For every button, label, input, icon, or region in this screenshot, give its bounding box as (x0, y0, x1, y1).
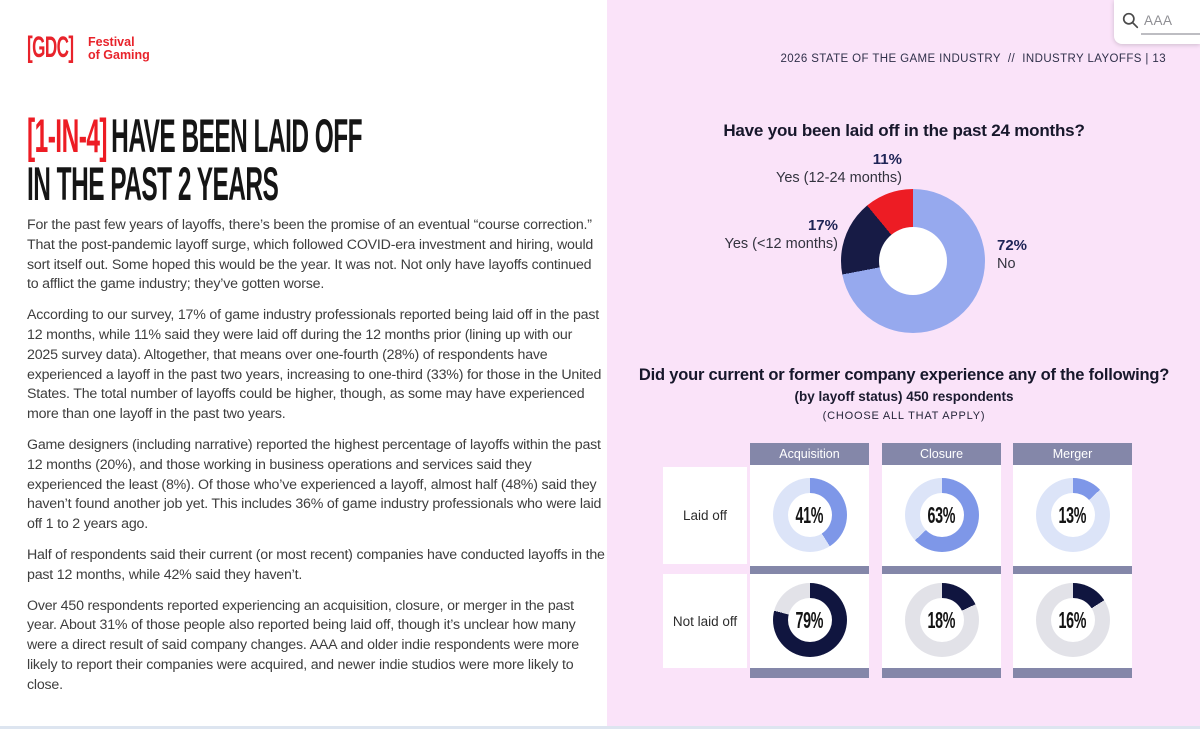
donut-value-yes-12-24: 11% (872, 151, 902, 168)
donut-laid-off-merger: 13% (1035, 478, 1110, 552)
donut-pct: 63% (927, 501, 956, 528)
search-input[interactable]: AAA (1144, 13, 1173, 28)
page-bottom-edge (0, 726, 1200, 729)
donut-pct: 13% (1058, 501, 1087, 528)
page-title-highlight: [1-IN-4] (27, 109, 108, 162)
column-footer-bar (750, 668, 869, 678)
donut-pct: 18% (927, 606, 956, 633)
donut-hole (1050, 493, 1095, 537)
column-merger: Merger 13% 16% (1013, 443, 1132, 678)
column-closure: Closure 63% 18% (882, 443, 1001, 678)
row-divider (1013, 566, 1132, 574)
chart2-note: (CHOOSE ALL THAT APPLY) (822, 410, 986, 422)
donut-label-text-yes-under-12: Yes (<12 months) (724, 236, 838, 252)
page-title-line2: IN THE PAST 2 YEARS (27, 157, 279, 210)
donut-pct: 41% (795, 501, 824, 528)
column-header-merger: Merger (1013, 443, 1132, 465)
donut-label-yes-under-12-months: 17% Yes (<12 months) (724, 217, 838, 253)
donut-pct: 16% (1058, 606, 1087, 633)
donut-hole (919, 493, 964, 537)
row-label-laid-off: Laid off (663, 467, 747, 564)
donut-pct: 79% (795, 606, 824, 633)
cell-not-laid-off-merger: 16% (1013, 574, 1132, 668)
donut-not-laid-off-merger: 16% (1035, 583, 1110, 657)
donut-value-no: 72% (997, 237, 1028, 254)
page-header-breadcrumb: 2026 STATE OF THE GAME INDUSTRY // INDUS… (780, 53, 1166, 65)
layoff-donut-chart (841, 189, 985, 333)
gdc-logo-tagline-line2: of Gaming (88, 47, 150, 62)
column-footer-bar (1013, 668, 1132, 678)
donut-hole (787, 493, 832, 537)
donut-label-yes-12-24-months: 11% Yes (12-24 months) (776, 151, 902, 187)
row-divider (882, 566, 1001, 574)
column-acquisition: Acquisition 41% 79% (750, 443, 869, 678)
column-footer-bar (882, 668, 1001, 678)
donut-value-yes-under-12: 17% (807, 217, 838, 234)
row-divider (750, 566, 869, 574)
cell-laid-off-merger: 13% (1013, 465, 1132, 566)
donut-hole (1050, 598, 1095, 642)
page-title-line1: [1-IN-4]HAVE BEEN LAID OFF (27, 109, 363, 162)
paragraph-1: For the past few years of layoffs, there… (27, 217, 594, 293)
cell-not-laid-off-closure: 18% (882, 574, 1001, 668)
page-title-line1-rest: HAVE BEEN LAID OFF (111, 109, 363, 162)
paragraph-2: According to our survey, 17% of game ind… (27, 307, 602, 423)
cell-laid-off-closure: 63% (882, 465, 1001, 566)
row-label-not-laid-off: Not laid off (663, 574, 747, 668)
donut-label-text-no: No (997, 256, 1016, 272)
column-header-closure: Closure (882, 443, 1001, 465)
article-body: For the past few years of layoffs, there… (27, 216, 605, 707)
search-icon (1122, 12, 1139, 29)
gdc-logo-tagline: Festival of Gaming (88, 36, 150, 61)
paragraph-4: Half of respondents said their current (… (27, 546, 605, 583)
cell-laid-off-acquisition: 41% (750, 465, 869, 566)
donut-hole (919, 598, 964, 642)
chart2-subtitle: (by layoff status) 450 respondents (794, 389, 1014, 404)
search-box[interactable]: AAA (1114, 0, 1200, 44)
paragraph-3: Game designers (including narrative) rep… (27, 436, 602, 533)
donut-hole (787, 598, 832, 642)
donut-hole (879, 227, 947, 295)
donut-laid-off-acquisition: 41% (772, 478, 847, 552)
donut-label-no: 72% No (997, 237, 1027, 273)
search-input-underline (1141, 33, 1200, 35)
chart2-title: Did your current or former company exper… (638, 366, 1170, 384)
column-header-acquisition: Acquisition (750, 443, 869, 465)
gdc-logo-tagline-line1: Festival (88, 35, 135, 49)
cell-not-laid-off-acquisition: 79% (750, 574, 869, 668)
paragraph-5: Over 450 respondents reported experienci… (27, 597, 579, 693)
chart1-title: Have you been laid off in the past 24 mo… (723, 121, 1085, 140)
page-title: [1-IN-4]HAVE BEEN LAID OFF IN THE PAST 2… (27, 109, 363, 210)
donut-not-laid-off-acquisition: 79% (772, 583, 847, 657)
donut-laid-off-closure: 63% (904, 478, 979, 552)
donut-label-text-yes-12-24: Yes (12-24 months) (775, 170, 902, 186)
gdc-logo: [GDC] (27, 31, 74, 64)
donut-not-laid-off-closure: 18% (904, 583, 979, 657)
